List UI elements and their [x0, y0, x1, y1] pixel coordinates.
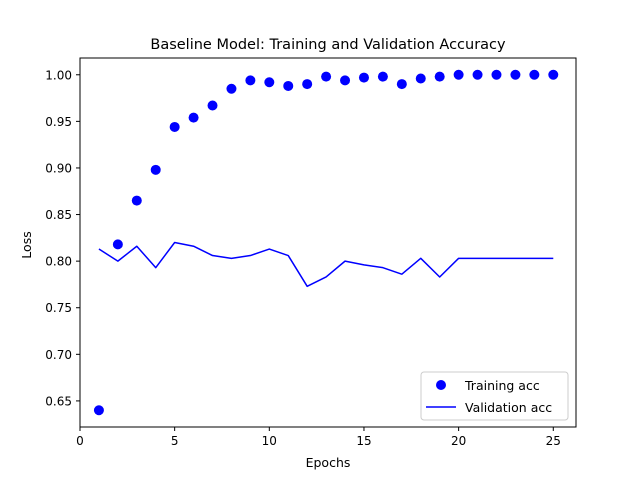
training-acc-point [321, 71, 332, 82]
training-acc-point [453, 69, 464, 80]
legend-label-training: Training acc [464, 378, 540, 393]
x-axis-label: Epochs [306, 455, 351, 470]
y-tick-label: 0.80 [45, 255, 72, 269]
training-acc-point [415, 73, 426, 84]
legend-label-validation: Validation acc [465, 400, 552, 415]
y-tick-label: 0.70 [45, 348, 72, 362]
legend: Training acc Validation acc [420, 371, 569, 421]
training-acc-point [510, 69, 521, 80]
training-acc-point [302, 79, 313, 90]
x-tick-label: 15 [356, 434, 371, 448]
legend-box [420, 371, 569, 421]
training-acc-point [150, 164, 161, 175]
y-tick-label: 0.65 [45, 394, 72, 408]
plot-area [93, 69, 559, 416]
training-acc-point [169, 121, 180, 132]
training-acc-point [112, 239, 123, 250]
training-acc-point [226, 83, 237, 94]
x-tick-label: 25 [546, 434, 561, 448]
y-tick-label: 0.95 [45, 115, 72, 129]
training-acc-point [434, 71, 445, 82]
x-tick-label: 0 [76, 434, 84, 448]
training-acc-point [377, 71, 388, 82]
training-acc-point [472, 69, 483, 80]
training-acc-point [396, 79, 407, 90]
training-acc-point [491, 69, 502, 80]
axes-frame [79, 57, 577, 428]
x-tick-label: 20 [451, 434, 466, 448]
validation-acc-line [98, 241, 554, 288]
y-axis-label: Loss [19, 231, 34, 258]
training-acc-point [340, 75, 351, 86]
x-axis-ticks: 0 5 10 15 20 25 [76, 427, 561, 448]
y-tick-label: 1.00 [45, 68, 72, 82]
x-tick-label: 10 [262, 434, 277, 448]
training-acc-point [93, 405, 104, 416]
legend-marker-training [436, 380, 446, 390]
x-tick-label: 5 [171, 434, 179, 448]
training-acc-point [131, 195, 142, 206]
training-acc-point [529, 69, 540, 80]
chart-title: Baseline Model: Training and Validation … [150, 37, 506, 53]
training-acc-point [548, 69, 559, 80]
training-acc-point [245, 75, 256, 86]
training-acc-point [207, 100, 218, 111]
y-tick-label: 0.85 [45, 208, 72, 222]
training-acc-point [188, 112, 199, 123]
training-acc-point [358, 72, 369, 83]
training-acc-point [264, 77, 275, 88]
y-axis-ticks: 0.65 0.70 0.75 0.80 0.85 0.90 0.95 1.00 [45, 68, 80, 408]
training-acc-point [283, 80, 294, 91]
y-tick-label: 0.90 [45, 161, 72, 175]
y-tick-label: 0.75 [45, 301, 72, 315]
